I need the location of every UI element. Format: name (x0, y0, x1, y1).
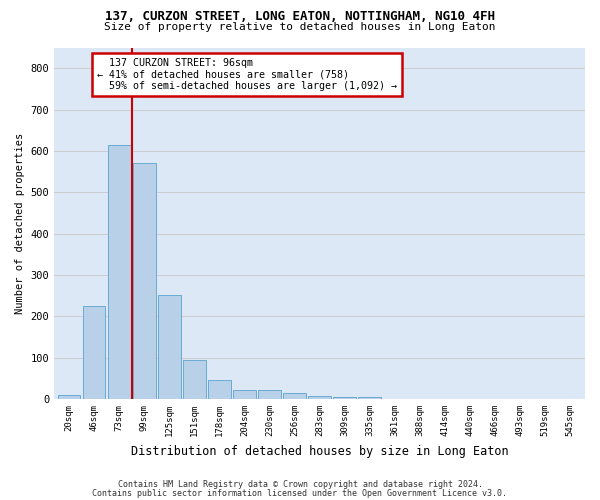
Bar (183, 360, 206, 399)
Bar (233, 390, 256, 399)
Bar (133, 164, 155, 399)
Text: 137, CURZON STREET, LONG EATON, NOTTINGHAM, NG10 4FH: 137, CURZON STREET, LONG EATON, NOTTINGH… (105, 10, 495, 23)
Bar (358, 397, 381, 399)
Bar (308, 396, 331, 399)
Y-axis label: Number of detached properties: Number of detached properties (15, 132, 25, 314)
Text: Contains public sector information licensed under the Open Government Licence v3: Contains public sector information licen… (92, 490, 508, 498)
Bar (283, 393, 306, 399)
X-axis label: Distribution of detached houses by size in Long Eaton: Distribution of detached houses by size … (131, 444, 508, 458)
Bar (334, 397, 356, 399)
Bar (208, 380, 230, 399)
Text: Contains HM Land Registry data © Crown copyright and database right 2024.: Contains HM Land Registry data © Crown c… (118, 480, 482, 489)
Bar (58, 395, 80, 399)
Text: 137 CURZON STREET: 96sqm
← 41% of detached houses are smaller (758)
  59% of sem: 137 CURZON STREET: 96sqm ← 41% of detach… (97, 58, 397, 91)
Bar (258, 390, 281, 399)
Bar (83, 306, 106, 399)
Text: Size of property relative to detached houses in Long Eaton: Size of property relative to detached ho… (104, 22, 496, 32)
Bar (158, 295, 181, 399)
Bar (108, 144, 131, 399)
